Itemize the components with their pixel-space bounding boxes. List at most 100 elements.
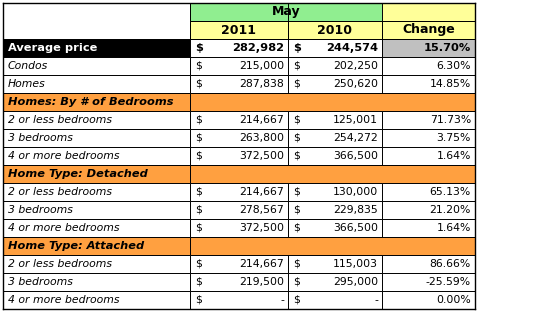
Text: 0.00%: 0.00% [436, 295, 471, 305]
Text: -: - [374, 295, 378, 305]
Text: $: $ [195, 61, 202, 71]
Text: $: $ [293, 187, 300, 197]
Text: 263,800: 263,800 [239, 133, 284, 143]
Text: 214,667: 214,667 [239, 259, 284, 269]
Bar [190, 165, 475, 183]
Bar [288, 255, 382, 273]
Text: $: $ [293, 133, 300, 143]
Bar [3, 219, 190, 237]
Text: 214,667: 214,667 [239, 115, 284, 125]
Text: 2 or less bedrooms: 2 or less bedrooms [8, 115, 112, 125]
Text: 202,250: 202,250 [333, 61, 378, 71]
Text: 366,500: 366,500 [333, 223, 378, 233]
Text: 2 or less bedrooms: 2 or less bedrooms [8, 259, 112, 269]
Bar [3, 201, 190, 219]
Text: -25.59%: -25.59% [426, 277, 471, 287]
Text: $: $ [195, 115, 202, 125]
Text: Average price: Average price [8, 43, 97, 53]
Text: $: $ [195, 295, 202, 305]
Text: 1.64%: 1.64% [437, 151, 471, 161]
Text: 71.73%: 71.73% [430, 115, 471, 125]
Bar [382, 219, 475, 237]
Bar [3, 21, 190, 39]
Bar [3, 93, 190, 111]
Bar [382, 39, 475, 57]
Bar [382, 255, 475, 273]
Text: 366,500: 366,500 [333, 151, 378, 161]
Bar [3, 111, 190, 129]
Text: 3 bedrooms: 3 bedrooms [8, 133, 73, 143]
Text: $: $ [293, 223, 300, 233]
Bar [288, 57, 382, 75]
Text: 2010: 2010 [317, 24, 353, 36]
Bar [190, 255, 288, 273]
Text: 287,838: 287,838 [239, 79, 284, 89]
Bar [190, 75, 288, 93]
Bar [3, 3, 190, 21]
Text: $: $ [293, 277, 300, 287]
Text: 3 bedrooms: 3 bedrooms [8, 277, 73, 287]
Bar [3, 165, 190, 183]
Bar [190, 39, 288, 57]
Bar [382, 147, 475, 165]
Text: 295,000: 295,000 [333, 277, 378, 287]
Text: 6.30%: 6.30% [437, 61, 471, 71]
Bar [288, 219, 382, 237]
Text: $: $ [293, 43, 301, 53]
Bar [3, 57, 190, 75]
Bar [288, 147, 382, 165]
Text: 125,001: 125,001 [333, 115, 378, 125]
Text: $: $ [195, 133, 202, 143]
Text: Homes: By # of Bedrooms: Homes: By # of Bedrooms [8, 97, 173, 107]
Text: $: $ [293, 61, 300, 71]
Bar [190, 147, 288, 165]
Bar [382, 3, 475, 21]
Text: Change: Change [402, 24, 455, 36]
Bar [190, 183, 288, 201]
Bar [190, 237, 475, 255]
Text: 219,500: 219,500 [239, 277, 284, 287]
Text: 3 bedrooms: 3 bedrooms [8, 205, 73, 215]
Text: Homes: Homes [8, 79, 46, 89]
Bar [3, 183, 190, 201]
Text: 244,574: 244,574 [326, 43, 378, 53]
Bar [190, 21, 288, 39]
Text: 4 or more bedrooms: 4 or more bedrooms [8, 151, 119, 161]
Bar [190, 201, 288, 219]
Bar [382, 57, 475, 75]
Text: $: $ [293, 115, 300, 125]
Text: 215,000: 215,000 [239, 61, 284, 71]
Text: -: - [280, 295, 284, 305]
Bar [3, 255, 190, 273]
Text: $: $ [195, 151, 202, 161]
Bar [288, 201, 382, 219]
Bar [190, 57, 288, 75]
Text: Home Type: Attached: Home Type: Attached [8, 241, 144, 251]
Text: 278,567: 278,567 [239, 205, 284, 215]
Bar [288, 111, 382, 129]
Text: 21.20%: 21.20% [430, 205, 471, 215]
Text: $: $ [195, 79, 202, 89]
Bar [190, 111, 288, 129]
Bar [382, 21, 475, 39]
Text: $: $ [195, 43, 203, 53]
Bar [382, 201, 475, 219]
Text: $: $ [195, 259, 202, 269]
Bar [382, 273, 475, 291]
Bar [288, 75, 382, 93]
Text: 130,000: 130,000 [333, 187, 378, 197]
Text: 2 or less bedrooms: 2 or less bedrooms [8, 187, 112, 197]
Text: 282,982: 282,982 [232, 43, 284, 53]
Text: 254,272: 254,272 [333, 133, 378, 143]
Bar [190, 291, 288, 309]
Bar [288, 183, 382, 201]
Bar [190, 273, 288, 291]
Bar [288, 21, 382, 39]
Text: 250,620: 250,620 [333, 79, 378, 89]
Text: $: $ [293, 259, 300, 269]
Text: $: $ [293, 79, 300, 89]
Text: 372,500: 372,500 [239, 151, 284, 161]
Text: 2011: 2011 [222, 24, 256, 36]
Bar [288, 39, 382, 57]
Bar [288, 291, 382, 309]
